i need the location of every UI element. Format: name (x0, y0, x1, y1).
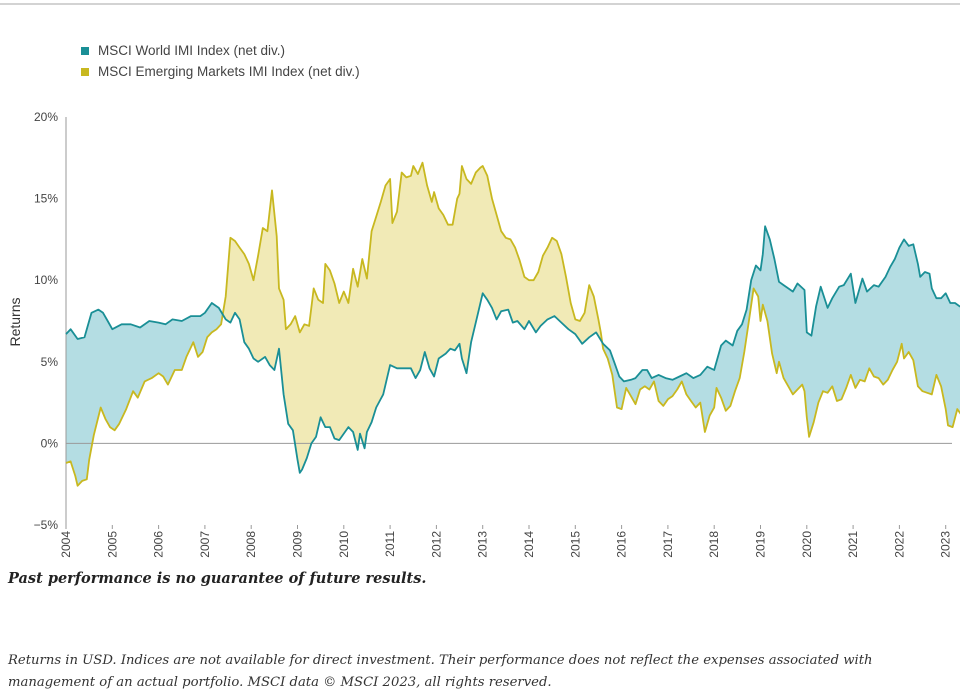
x-tick-label: 2008 (244, 531, 258, 558)
top-divider (0, 3, 960, 5)
fill-between-series (66, 162, 960, 486)
x-tick-label: 2007 (198, 531, 212, 558)
x-tick-label: 2012 (429, 531, 443, 558)
series-lines (65, 161, 960, 487)
legend-swatch-world (81, 46, 89, 55)
performance-disclaimer: Past performance is no guarantee of futu… (8, 570, 427, 587)
x-tick-label: 2020 (800, 531, 814, 558)
x-tick-label: 2014 (522, 531, 536, 558)
series-line-emerging (65, 161, 960, 487)
x-tick-label: 2016 (615, 531, 629, 558)
x-tick-label: 2010 (337, 531, 351, 558)
legend-item-world: MSCI World IMI Index (net div.) (81, 40, 360, 61)
x-tick-label: 2005 (105, 531, 119, 558)
y-tick-label: 0% (41, 436, 59, 450)
x-tick-label: 2017 (661, 531, 675, 558)
x-tick-label: 2019 (754, 531, 768, 558)
legend-swatch-emerging (81, 67, 89, 76)
y-tick-label: 10% (34, 273, 58, 287)
emerging-outperformance-area (66, 162, 960, 473)
x-tick-label: 2004 (59, 531, 73, 558)
y-tick-label: 15% (34, 192, 58, 206)
chart-legend: MSCI World IMI Index (net div.) MSCI Eme… (81, 40, 360, 82)
returns-line-chart: −5% 0% 5% 10% 15% 20% 2004 2005 2006 2007 2008 2009… (7, 110, 960, 558)
x-tick-label: 2018 (707, 531, 721, 558)
chart-axes: −5% 0% 5% 10% 15% 20% 2004 2005 2006 2007 2008 2009… (34, 110, 953, 558)
y-tick-label: 20% (34, 110, 58, 124)
x-tick-label: 2013 (476, 531, 490, 558)
legend-label-emerging: MSCI Emerging Markets IMI Index (net div… (98, 64, 360, 79)
x-tick-label: 2021 (846, 531, 860, 558)
footnote: Returns in USD. Indices are not availabl… (8, 653, 873, 690)
y-tick-label: −5% (34, 518, 59, 532)
y-tick-label: 5% (41, 355, 59, 369)
x-tick-label: 2022 (892, 531, 906, 558)
x-tick-label: 2006 (152, 531, 166, 558)
x-tick-label: 2015 (568, 531, 582, 558)
series-line-world (65, 225, 960, 474)
x-tick-label: 2009 (291, 531, 305, 558)
legend-label-world: MSCI World IMI Index (net div.) (98, 43, 286, 58)
legend-item-emerging: MSCI Emerging Markets IMI Index (net div… (81, 61, 360, 82)
y-axis-label: Returns (7, 297, 23, 346)
world-outperformance-area (66, 226, 960, 486)
x-tick-label: 2011 (383, 531, 397, 557)
x-tick-label: 2023 (939, 531, 953, 558)
